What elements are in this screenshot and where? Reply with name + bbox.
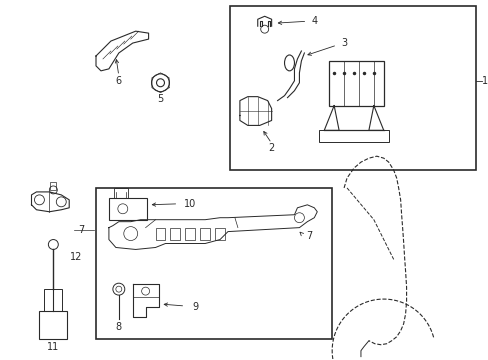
Bar [44, 289, 62, 311]
Text: 7: 7 [78, 225, 84, 235]
Text: 7: 7 [305, 230, 312, 240]
Bar [170, 228, 180, 239]
Text: 12: 12 [70, 252, 82, 262]
Text: 4: 4 [310, 16, 317, 26]
Text: 1: 1 [481, 76, 487, 86]
Bar [200, 228, 210, 239]
Bar [215, 228, 224, 239]
Bar [185, 228, 195, 239]
Text: 10: 10 [184, 199, 196, 209]
Bar [328, 61, 383, 105]
Text: 6: 6 [116, 76, 122, 86]
Text: 11: 11 [47, 342, 60, 352]
Text: 3: 3 [340, 38, 346, 48]
Bar [96, 188, 331, 339]
Bar [229, 6, 475, 170]
Text: 2: 2 [268, 143, 274, 153]
Bar [50, 182, 56, 190]
Bar [114, 188, 127, 198]
Text: 9: 9 [192, 302, 198, 312]
Bar [40, 311, 67, 339]
Bar [155, 228, 165, 239]
Bar [109, 198, 146, 220]
Text: 8: 8 [116, 322, 122, 332]
Bar [319, 130, 388, 142]
Text: 5: 5 [157, 94, 163, 104]
